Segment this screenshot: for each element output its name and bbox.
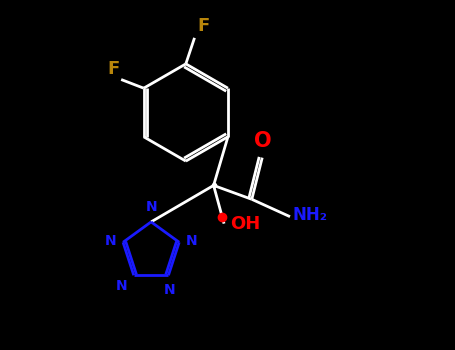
Text: N: N: [186, 233, 198, 247]
Text: O: O: [254, 131, 272, 152]
Text: N: N: [163, 283, 175, 297]
Text: N: N: [105, 233, 116, 247]
Text: OH: OH: [230, 215, 261, 233]
Text: N: N: [145, 200, 157, 214]
Text: N: N: [116, 279, 127, 293]
Text: NH₂: NH₂: [293, 206, 328, 224]
Text: F: F: [107, 60, 119, 78]
Text: F: F: [197, 17, 210, 35]
